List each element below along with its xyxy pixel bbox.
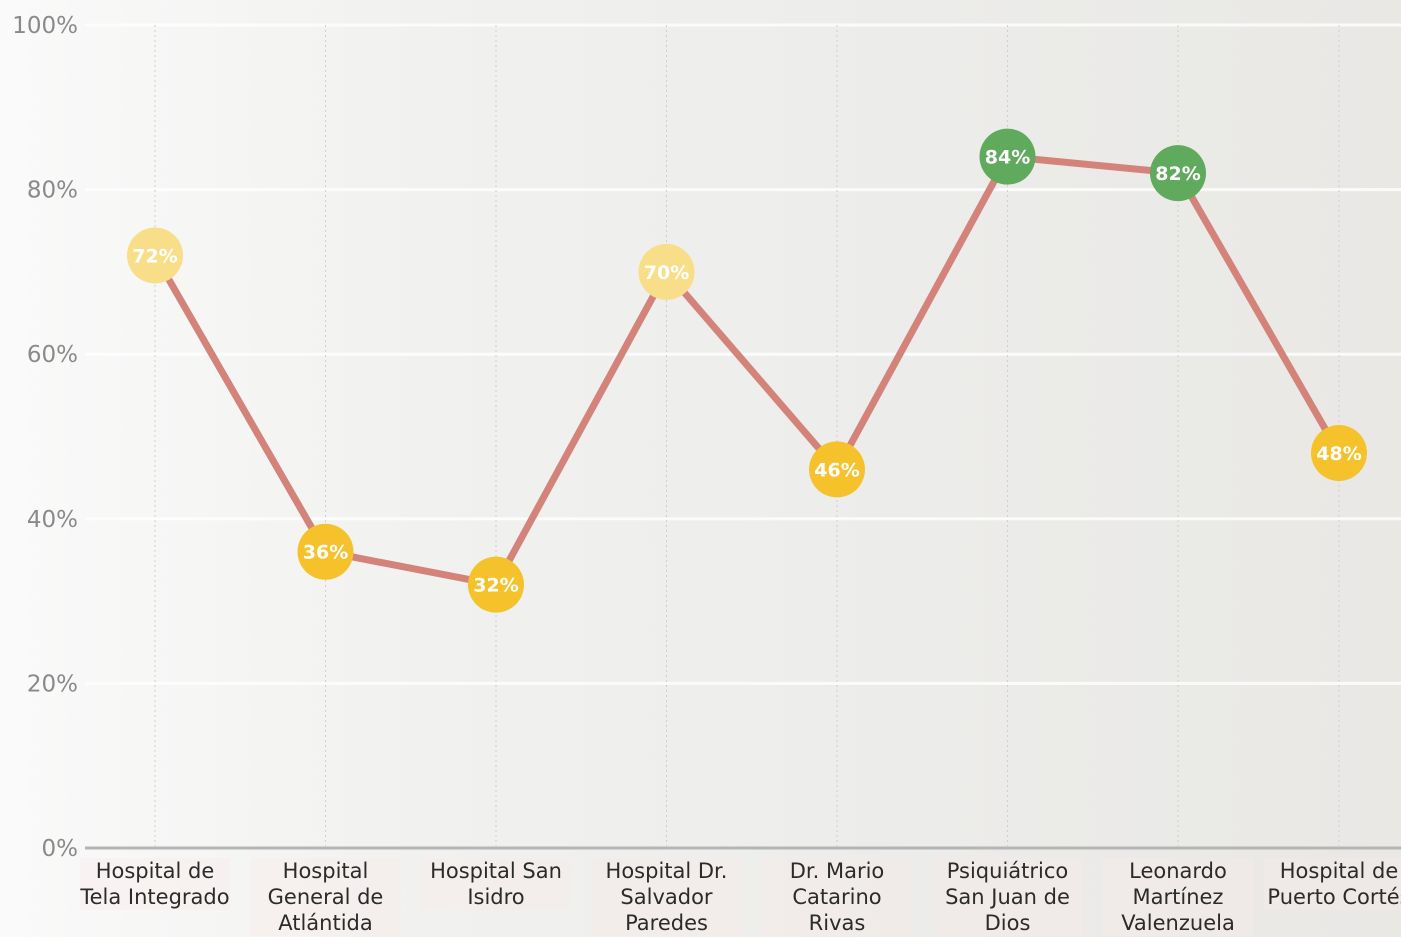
x-tick-label: Hospital San Isidro: [421, 858, 571, 910]
x-tick-label: Hospital Dr. Salvador Paredes: [591, 858, 742, 936]
value-label: 72%: [132, 245, 177, 267]
value-label: 32%: [473, 575, 518, 597]
x-tick-label: Hospital General de Atlántida: [250, 858, 401, 936]
y-tick-label: 80%: [27, 178, 78, 204]
point: [127, 227, 183, 284]
x-tick-label: Hospital de Puerto Cortés: [1264, 858, 1401, 910]
point: [297, 523, 354, 580]
value-label: 48%: [1316, 443, 1361, 465]
y-tick-label: 0%: [42, 836, 79, 862]
value-label: 70%: [644, 262, 689, 284]
x-tick-label: Hospital de Tela Integrado: [80, 858, 230, 910]
x-tick-label: Dr. Mario Catarino Rivas: [762, 858, 912, 936]
y-tick-label: 20%: [27, 671, 78, 697]
point: [468, 556, 524, 613]
point: [1150, 145, 1206, 202]
line: [151, 153, 1343, 589]
value-label: 36%: [303, 542, 348, 564]
y-tick-label: 60%: [27, 342, 78, 368]
value-label: 84%: [985, 147, 1030, 169]
x-tick-label: Leonardo Martínez Valenzuela: [1103, 858, 1253, 936]
point: [1311, 424, 1367, 481]
point: [809, 441, 865, 498]
point: [979, 128, 1036, 185]
y-tick-label: 100%: [12, 13, 78, 39]
value-label: 46%: [814, 459, 859, 481]
x-tick-label: Psiquiátrico San Juan de Dios: [932, 858, 1083, 936]
y-tick-label: 40%: [27, 507, 78, 533]
point: [638, 243, 695, 300]
value-label: 82%: [1155, 163, 1200, 185]
